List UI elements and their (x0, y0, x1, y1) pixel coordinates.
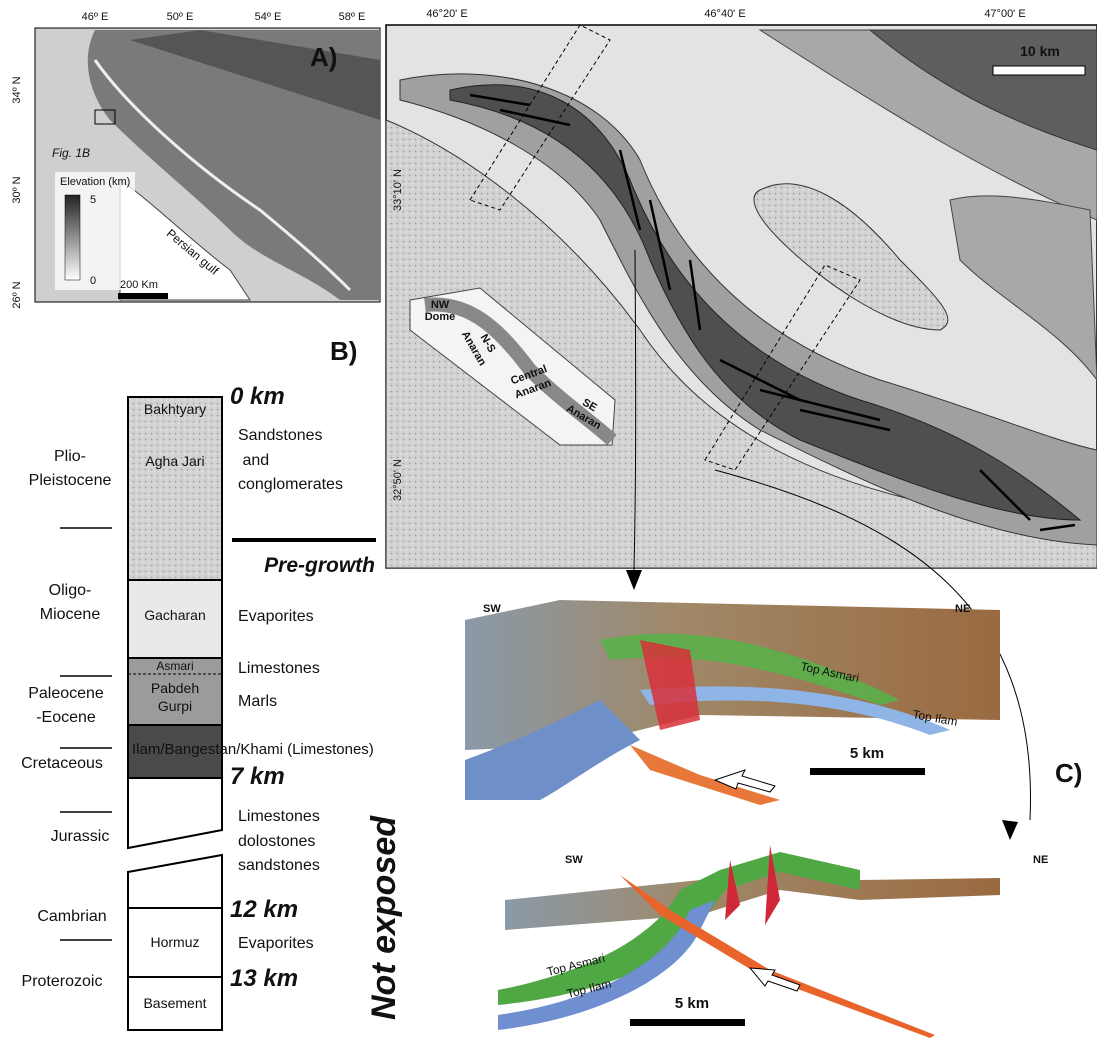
lithology: Marls (238, 693, 277, 710)
panel-c-view-2 (498, 845, 1000, 1038)
lon-tick: 47°00' E (984, 8, 1025, 20)
legend-title: Elevation (km) (60, 176, 130, 188)
formation: Agha Jari (145, 453, 204, 469)
direction: NE (955, 603, 970, 615)
age: Cambrian (37, 908, 106, 925)
formation: Basement (143, 995, 206, 1011)
formation: Gurpi (158, 698, 192, 714)
formation: Asmari (156, 659, 193, 673)
lon-tick: 46°40' E (704, 8, 745, 20)
lat-tick: 30º N (11, 176, 23, 203)
inset-label: NW (431, 299, 450, 311)
figure: 46º E 50º E 54º E 58º E 34º N 30º N 26º … (0, 0, 1097, 1039)
depth: 12 km (230, 896, 298, 923)
shape (993, 66, 1085, 75)
shape (128, 855, 222, 908)
shape (128, 397, 222, 580)
lon-tick: 54º E (255, 11, 282, 23)
page: Figure html,body{margin:0;padding:0;back… (0, 0, 1097, 1039)
lon-tick: 58º E (339, 11, 366, 23)
age: Plio- (54, 448, 86, 465)
formation: Hormuz (150, 934, 199, 950)
not-exposed: Not exposed (365, 815, 403, 1020)
formation: Ilam/Bangestan/Khami (Limestones) (132, 741, 374, 758)
lithology: Limestones (238, 808, 320, 825)
depth: 13 km (230, 965, 298, 992)
scale-label: 10 km (1020, 43, 1060, 59)
lithology: Limestones (238, 660, 320, 677)
shape (128, 778, 222, 848)
shape (810, 768, 925, 775)
shape (118, 293, 168, 299)
age: Oligo- (49, 582, 92, 599)
lon-tick: 50º E (167, 11, 194, 23)
lon-tick: 46°20' E (426, 8, 467, 20)
shape (498, 852, 860, 1005)
shape (630, 1019, 745, 1026)
shape (65, 195, 80, 280)
age: Jurassic (51, 828, 110, 845)
lithology: sandstones (238, 857, 320, 874)
lithology: Evaporites (238, 608, 314, 625)
direction: SW (565, 854, 583, 866)
panel-label: B) (330, 336, 357, 366)
shape (626, 570, 642, 590)
lithology: Sandstones (238, 427, 323, 444)
lat-tick: 33°10' N (392, 169, 404, 211)
pre-growth: Pre-growth (264, 554, 375, 577)
panel-label: A) (310, 42, 337, 72)
depth: 0 km (230, 383, 285, 410)
age: Proterozoic (22, 973, 103, 990)
age: -Eocene (36, 709, 96, 726)
scale-label: 5 km (675, 995, 709, 1012)
direction: SW (483, 603, 501, 615)
age: Pleistocene (29, 472, 112, 489)
ages: Plio- Pleistocene Oligo- Miocene Paleoce… (21, 448, 111, 990)
shape (630, 745, 780, 805)
scale-label: 200 Km (120, 279, 158, 291)
legend-max: 5 (90, 194, 96, 206)
lon-tick: 46º E (82, 11, 109, 23)
lithology: dolostones (238, 833, 315, 850)
age: Paleocene (28, 685, 104, 702)
lithology: Evaporites (238, 935, 314, 952)
lithologies: Sandstones and conglomerates Evaporites … (238, 427, 343, 952)
formation: Bakhtyary (144, 401, 206, 417)
callout: Fig. 1B (52, 146, 90, 160)
lat-tick: 26º N (11, 281, 23, 308)
lat-tick: 34º N (11, 76, 23, 103)
age: Cretaceous (21, 755, 103, 772)
age: Miocene (40, 606, 101, 623)
formation: Pabdeh (151, 680, 199, 696)
lithology: and (238, 452, 269, 469)
scale-label: 5 km (850, 745, 884, 762)
legend-min: 0 (90, 275, 96, 287)
panel-c-view-1 (465, 600, 1000, 805)
body: {"panel_a":{"label":"A)","lon_ticks":["4… (0, 0, 1097, 1039)
panel-label: C) (1055, 758, 1082, 788)
direction: NE (1033, 854, 1048, 866)
lithology: conglomerates (238, 476, 343, 493)
inset-label: Dome (425, 311, 456, 323)
formation: Gacharan (144, 607, 205, 623)
lat-tick: 32°50' N (392, 459, 404, 501)
shape (1002, 820, 1018, 840)
depth: 7 km (230, 763, 285, 790)
